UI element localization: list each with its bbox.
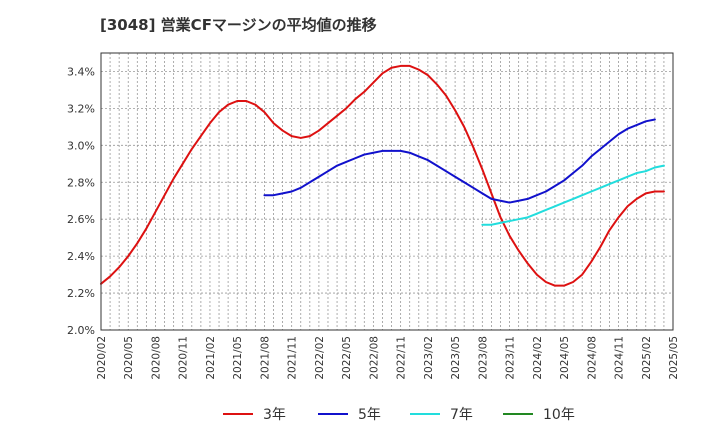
y-tick-label: 2.4% bbox=[67, 250, 95, 263]
x-tick-label: 2023/02 bbox=[423, 336, 435, 380]
x-tick-label: 2020/05 bbox=[123, 336, 135, 380]
x-tick-label: 2024/11 bbox=[614, 336, 626, 380]
x-tick-label: 2020/11 bbox=[178, 336, 190, 380]
legend-label-1: 3年 bbox=[263, 407, 286, 423]
x-tick-label: 2023/11 bbox=[505, 336, 517, 380]
x-tick-label: 2023/05 bbox=[450, 336, 462, 380]
x-tick-label: 2024/02 bbox=[532, 336, 544, 380]
x-tick-label: 2020/02 bbox=[96, 336, 108, 380]
y-tick-label: 3.4% bbox=[67, 65, 95, 78]
legend-label-2: 5年 bbox=[358, 407, 381, 423]
plot-frame bbox=[100, 52, 674, 331]
x-tick-label: 2022/02 bbox=[314, 336, 326, 380]
y-tick-label: 3.2% bbox=[67, 102, 95, 115]
series-line-1 bbox=[100, 64, 665, 287]
x-tick-label: 2021/05 bbox=[232, 336, 244, 380]
legend: 3年 5年 7年 10年 bbox=[223, 407, 575, 423]
x-tick-label: 2022/11 bbox=[396, 336, 408, 380]
x-tick-label: 2022/08 bbox=[368, 336, 380, 380]
x-axis-ticks: 2020/02 2020/05 2020/08 2020/11 2021/02 2021/… bbox=[96, 336, 680, 380]
x-tick-label: 2021/02 bbox=[205, 336, 217, 380]
series-line-2 bbox=[263, 118, 656, 204]
x-tick-label: 2024/05 bbox=[559, 336, 571, 380]
y-tick-label: 2.0% bbox=[67, 324, 95, 337]
y-tick-label: 3.0% bbox=[67, 139, 95, 152]
y-tick-label: 2.6% bbox=[67, 213, 95, 226]
x-tick-label: 2023/08 bbox=[477, 336, 489, 380]
y-tick-label: 2.2% bbox=[67, 287, 95, 300]
series-layer bbox=[100, 64, 665, 287]
x-tick-label: 2025/02 bbox=[641, 336, 653, 380]
series-line-3 bbox=[481, 164, 665, 226]
chart-title: [3048] 営業CFマージンの平均値の推移 bbox=[100, 16, 377, 34]
y-tick-label: 2.8% bbox=[67, 176, 95, 189]
x-tick-label: 2024/08 bbox=[586, 336, 598, 380]
x-tick-label: 2020/08 bbox=[150, 336, 162, 380]
y-axis-ticks: 2.0% 2.2% 2.4% 2.6% 2.8% 3.0% 3.2% 3.4% bbox=[67, 65, 95, 337]
x-tick-label: 2021/08 bbox=[259, 336, 271, 380]
grid-layer bbox=[100, 53, 674, 331]
legend-label-3: 7年 bbox=[450, 407, 473, 423]
legend-label-4: 10年 bbox=[543, 407, 575, 423]
x-tick-label: 2021/11 bbox=[287, 336, 299, 380]
x-tick-label: 2025/05 bbox=[668, 336, 680, 380]
x-tick-label: 2022/05 bbox=[341, 336, 353, 380]
